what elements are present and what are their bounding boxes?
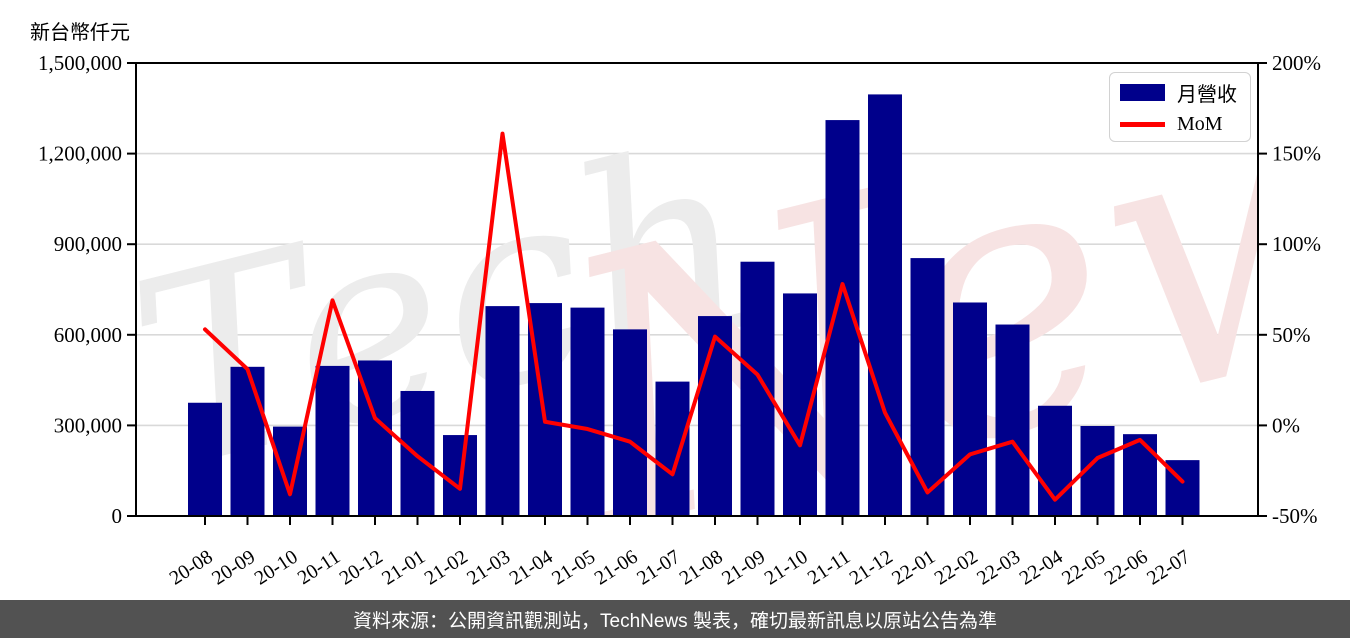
revenue-mom-chart: TechNews0300,000600,000900,0001,200,0001… — [38, 51, 1321, 590]
bar-22-01 — [910, 258, 945, 516]
bar-21-07 — [655, 381, 690, 516]
x-tick-21-08: 21-08 — [676, 546, 727, 590]
bar-20-08 — [188, 402, 222, 516]
svg-text:0: 0 — [112, 504, 123, 528]
x-tick-20-08: 20-08 — [166, 546, 217, 590]
mom-line — [203, 131, 1185, 502]
x-tick-21-09: 21-09 — [718, 546, 769, 590]
svg-text:50%: 50% — [1272, 323, 1311, 347]
legend-item-revenue: 月營收 — [1110, 78, 1250, 107]
mom-swatch-icon — [1120, 122, 1165, 127]
legend-item-mom: MoM — [1110, 113, 1250, 136]
svg-text:900,000: 900,000 — [54, 232, 122, 256]
x-tick-21-05: 21-05 — [548, 546, 599, 590]
revenue-bars — [188, 94, 1200, 517]
x-tick-21-10: 21-10 — [761, 546, 812, 590]
x-tick-22-06: 22-06 — [1101, 546, 1152, 590]
bar-21-12 — [868, 94, 902, 517]
x-tick-22-03: 22-03 — [973, 546, 1024, 590]
x-tick-22-04: 22-04 — [1016, 546, 1067, 590]
bar-22-06 — [1123, 434, 1157, 516]
svg-text:100%: 100% — [1272, 232, 1321, 256]
bar-21-05 — [570, 307, 605, 516]
svg-text:-50%: -50% — [1272, 504, 1318, 528]
svg-text:300,000: 300,000 — [54, 413, 122, 437]
x-tick-21-07: 21-07 — [633, 546, 684, 590]
legend-revenue-label: 月營收 — [1177, 84, 1237, 106]
svg-text:1,500,000: 1,500,000 — [38, 51, 122, 75]
footer-note: 資料來源：公開資訊觀測站，TechNews 製表，確切最新訊息以原站公告為準 — [0, 600, 1350, 638]
x-tick-21-01: 21-01 — [378, 546, 429, 590]
x-tick-21-03: 21-03 — [463, 546, 514, 590]
axis-ticks — [127, 62, 1267, 525]
svg-text:600,000: 600,000 — [54, 323, 122, 347]
x-tick-21-12: 21-12 — [846, 546, 897, 590]
x-tick-21-11: 21-11 — [804, 546, 854, 589]
svg-text:150%: 150% — [1272, 142, 1321, 166]
legend-mom-label: MoM — [1177, 113, 1223, 135]
bar-20-11 — [315, 365, 350, 516]
bar-21-03 — [485, 306, 520, 516]
bar-21-01 — [400, 390, 435, 516]
x-tick-21-06: 21-06 — [591, 546, 642, 590]
x-tick-22-02: 22-02 — [931, 546, 982, 590]
x-tick-21-02: 21-02 — [421, 546, 472, 590]
revenue-swatch-icon — [1120, 84, 1165, 101]
x-tick-20-10: 20-10 — [251, 546, 302, 590]
bar-22-03 — [995, 324, 1030, 516]
x-tick-22-01: 22-01 — [888, 546, 939, 590]
left-axis-title: 新台幣仟元 — [30, 22, 130, 44]
svg-text:1,200,000: 1,200,000 — [38, 142, 122, 166]
bar-20-09 — [230, 366, 265, 516]
x-tick-20-09: 20-09 — [208, 546, 259, 590]
bar-21-06 — [613, 329, 647, 516]
x-tick-22-07: 22-07 — [1143, 546, 1194, 590]
x-tick-20-11: 20-11 — [294, 546, 344, 589]
bar-22-02 — [953, 302, 987, 516]
x-tick-20-12: 20-12 — [336, 546, 387, 590]
legend: 月營收 MoM — [1109, 72, 1251, 142]
x-tick-21-04: 21-04 — [506, 546, 557, 590]
plot-border — [135, 62, 1259, 517]
x-tick-22-05: 22-05 — [1058, 546, 1109, 590]
bar-21-09 — [740, 261, 775, 516]
svg-text:0%: 0% — [1272, 413, 1300, 437]
svg-text:200%: 200% — [1272, 51, 1321, 75]
